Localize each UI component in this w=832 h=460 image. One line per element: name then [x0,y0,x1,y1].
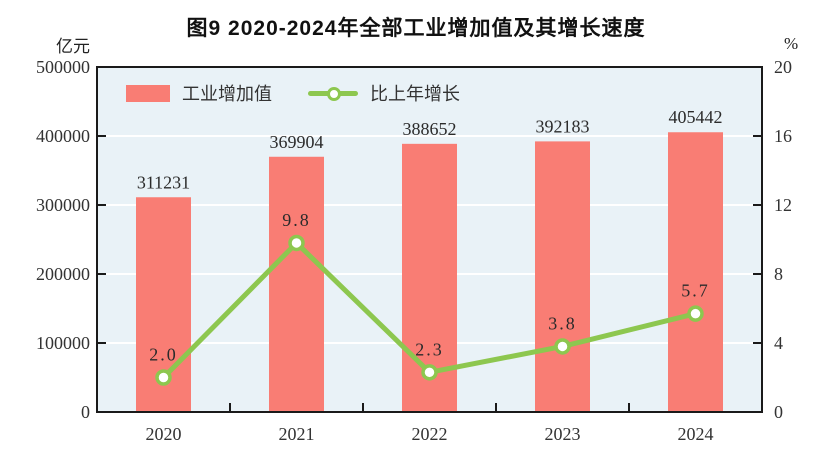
left-axis-tick-label: 500000 [36,57,90,77]
left-axis-tick-label: 300000 [36,195,90,215]
growth-point-2020 [155,369,172,386]
bar-value-label: 392183 [536,116,590,136]
bar-series-label: 工业增加值 [182,84,272,104]
bar-2021 [269,156,324,412]
x-axis-label-2021: 2021 [279,424,315,444]
line-series-label: 比上年增长 [370,84,460,104]
right-axis-tick-label: 0 [774,402,783,422]
bar-value-label: 311231 [137,172,190,192]
bar-value-label: 388652 [403,119,457,139]
left-axis-tick-label: 400000 [36,126,90,146]
right-axis-tick-label: 4 [774,333,783,353]
growth-point-2022 [421,364,438,381]
chart-title: 图9 2020-2024年全部工业增加值及其增长速度 [186,17,646,40]
plot-border [96,66,763,413]
right-axis-unit-label: % [784,34,799,53]
growth-value-label: 3.8 [548,313,577,333]
right-axis-tick-label: 12 [774,195,792,215]
left-axis-tick-label: 0 [81,402,90,422]
x-axis-label-2022: 2022 [412,424,448,444]
left-axis-tick-label: 100000 [36,333,90,353]
growth-value-label: 2.0 [149,345,178,365]
bar-2023 [535,141,590,412]
growth-value-label: 9.8 [282,210,311,230]
growth-value-label: 2.3 [415,339,444,359]
x-axis-label-2020: 2020 [146,424,182,444]
growth-point-2021 [288,234,305,252]
right-axis-tick-label: 8 [774,264,783,284]
growth-point-2023 [554,338,571,355]
left-axis-unit-label: 亿元 [56,37,90,56]
right-axis-tick-label: 20 [774,57,792,77]
line-series-dot-icon [327,87,341,101]
bar-2024 [668,132,723,412]
right-axis-tick-label: 16 [774,126,792,146]
x-axis-label-2023: 2023 [545,424,581,444]
line-series-marker [308,86,358,101]
growth-value-label: 5.7 [681,281,710,301]
left-axis-tick-label: 200000 [36,264,90,284]
bar-value-label: 405442 [669,107,723,127]
bar-series-swatch [126,84,170,102]
bar-value-label: 369904 [270,132,324,152]
growth-point-2024 [687,305,704,322]
x-axis-label-2024: 2024 [678,424,714,444]
legend: 工业增加值 比上年增长 [126,80,460,106]
